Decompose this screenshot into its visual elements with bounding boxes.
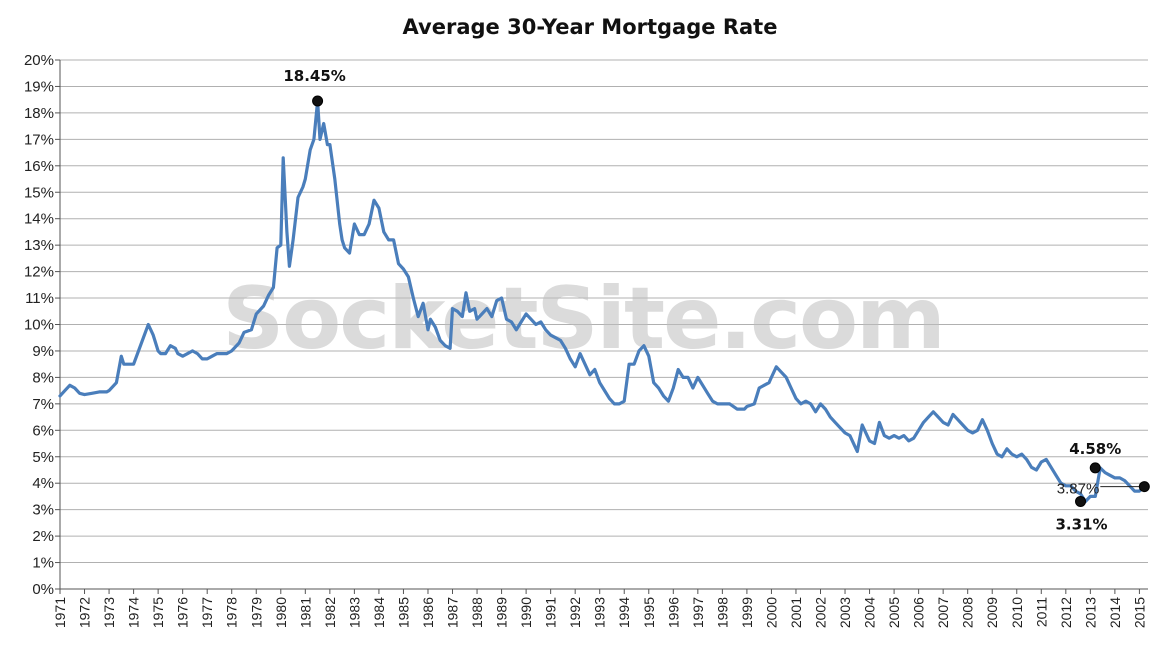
x-tick-label: 1979 — [248, 597, 264, 628]
x-tick-label: 1980 — [273, 597, 289, 628]
y-tick-label: 7% — [32, 396, 54, 413]
y-tick-label: 4% — [32, 475, 54, 492]
annotation-label: 3.31% — [1056, 515, 1108, 533]
x-tick-label: 1971 — [52, 597, 68, 628]
y-tick-label: 6% — [32, 422, 54, 439]
annotation-label: 18.45% — [283, 67, 345, 85]
series-layer — [58, 99, 1146, 504]
x-tick-label: 1995 — [641, 597, 657, 628]
y-tick-label: 14% — [24, 211, 54, 228]
x-tick-label: 1982 — [322, 597, 338, 628]
x-tick-label: 1993 — [592, 597, 608, 628]
y-tick-label: 2% — [32, 528, 54, 545]
x-tick-label: 1984 — [371, 597, 387, 628]
x-tick-label: 1998 — [714, 597, 730, 628]
y-tick-label: 19% — [24, 78, 54, 95]
x-tick-label: 1973 — [101, 597, 117, 628]
annotations: 18.45% 4.58% 3.31% 3.87% — [283, 67, 1150, 533]
x-tick-label: 2009 — [984, 597, 1000, 628]
y-tick-label: 16% — [24, 158, 54, 175]
annotation-marker — [1138, 481, 1150, 493]
x-tick-label: 1986 — [420, 597, 436, 628]
x-tick-label: 1991 — [543, 597, 559, 628]
x-tick-label: 1999 — [739, 597, 755, 628]
y-tick-label: 15% — [24, 184, 54, 201]
x-tick-label: 2011 — [1033, 597, 1049, 627]
annotation-marker — [312, 95, 324, 107]
y-tick-label: 10% — [24, 317, 54, 334]
x-tick-label: 1975 — [150, 597, 166, 628]
y-tick-label: 18% — [24, 105, 54, 122]
x-tick-label: 1972 — [77, 597, 93, 628]
y-tick-label: 0% — [32, 581, 54, 598]
x-tick-label: 2000 — [763, 597, 779, 628]
y-tick-label: 17% — [24, 131, 54, 148]
annotation-marker — [1075, 495, 1087, 507]
x-tick-label: 1989 — [494, 597, 510, 628]
x-tick-label: 1990 — [518, 597, 534, 628]
x-tick-label: 2005 — [886, 597, 902, 628]
annotation-label: 3.87% — [1057, 481, 1100, 498]
y-tick-label: 1% — [32, 555, 54, 572]
y-tick-label: 8% — [32, 369, 54, 386]
y-tick-label: 11% — [25, 290, 54, 307]
x-tick-label: 1974 — [126, 597, 142, 628]
x-tick-label: 2008 — [960, 597, 976, 628]
x-tick-label: 2014 — [1107, 597, 1123, 628]
x-tick-label: 1997 — [690, 597, 706, 628]
y-tick-label: 3% — [32, 502, 54, 519]
y-tick-label: 5% — [32, 449, 54, 466]
y-tick-label: 20% — [24, 52, 54, 69]
x-tick-label: 2002 — [812, 597, 828, 628]
x-tick-label: 1988 — [469, 597, 485, 628]
x-tick-label: 2010 — [1009, 597, 1025, 628]
x-tick-label: 2012 — [1058, 597, 1074, 628]
annotation-label: 4.58% — [1069, 440, 1121, 458]
x-tick-label: 1976 — [175, 597, 191, 628]
x-tick-label: 2004 — [862, 597, 878, 628]
x-tick-label: 1994 — [616, 597, 632, 628]
watermark-text: SocketSite.com — [222, 269, 944, 369]
x-tick-label: 1981 — [297, 597, 313, 628]
x-tick-label: 2007 — [935, 597, 951, 628]
x-tick-label: 1978 — [224, 597, 240, 628]
x-tick-label: 1985 — [395, 597, 411, 628]
x-tick-label: 1983 — [346, 597, 362, 628]
x-tick-label: 1992 — [567, 597, 583, 628]
x-axis: 1971 1972 1973 1974 1975 1976 1977 1978 1979 1980… — [52, 589, 1147, 628]
rate-series-line — [58, 99, 1146, 504]
y-tick-label: 13% — [24, 237, 54, 254]
grid-lines — [60, 59, 1148, 590]
x-tick-label: 2013 — [1082, 597, 1098, 628]
chart-title: Average 30-Year Mortgage Rate — [403, 15, 778, 39]
x-tick-label: 1987 — [445, 597, 461, 628]
x-tick-label: 1996 — [665, 597, 681, 628]
x-tick-label: 2006 — [911, 597, 927, 628]
y-axis: 0% 1% 2% 3% 4% 5% 6% 7% 8% 9% 10% 11% 12% 13% 14% 15% 16… — [24, 52, 61, 598]
x-tick-label: 2015 — [1131, 597, 1147, 628]
x-tick-label: 2003 — [837, 597, 853, 628]
x-tick-label: 1977 — [199, 597, 215, 628]
x-tick-label: 2001 — [788, 597, 804, 628]
y-tick-label: 12% — [24, 264, 54, 281]
annotation-marker — [1089, 462, 1101, 474]
y-tick-label: 9% — [32, 343, 54, 360]
